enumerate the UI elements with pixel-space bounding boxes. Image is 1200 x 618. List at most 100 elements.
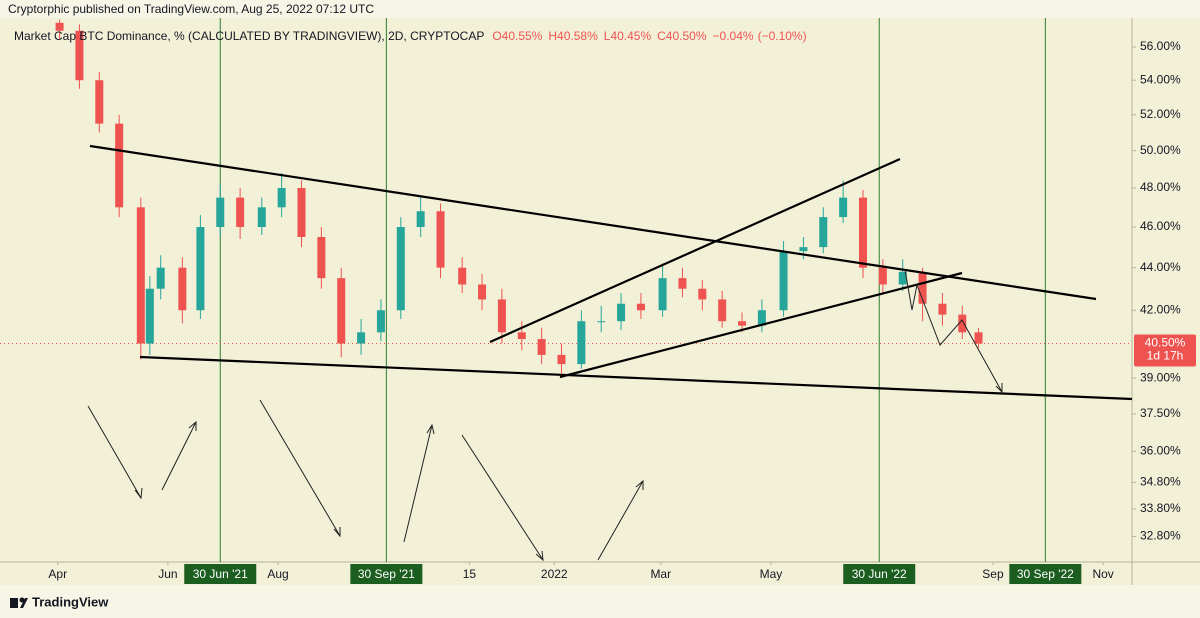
arrow — [597, 479, 644, 561]
y-tick-label: 39.00% — [1140, 370, 1181, 384]
y-tick-label: 56.00% — [1140, 39, 1181, 53]
y-tick-label: 44.00% — [1140, 260, 1181, 274]
arrow-head — [995, 383, 1003, 394]
candle-body — [517, 332, 526, 340]
candle-body — [577, 321, 586, 365]
candle-body — [95, 80, 104, 124]
arrow — [259, 399, 341, 538]
candle-body — [317, 236, 326, 279]
candle-body — [799, 247, 808, 252]
arrow — [461, 434, 544, 562]
candle-body — [938, 303, 947, 315]
candle-body — [779, 251, 788, 311]
candle-body — [497, 299, 506, 333]
trendline — [489, 157, 901, 344]
marker-label: 30 Sep '21 — [358, 567, 415, 581]
legend-value: C40.50% — [657, 29, 707, 43]
x-tick-label: Aug — [267, 567, 288, 581]
legend-title: Market Cap BTC Dominance, % (CALCULATED … — [14, 29, 484, 43]
header-text: Cryptorphic published on TradingView.com… — [8, 2, 374, 16]
trendline — [139, 355, 1133, 401]
marker-label: 30 Sep '22 — [1017, 567, 1074, 581]
candle-body — [277, 188, 286, 208]
candle-body — [136, 207, 145, 344]
candle-body — [115, 123, 124, 208]
candle-body — [337, 278, 346, 344]
x-tick-label: Sep — [982, 567, 1004, 581]
candle-body — [698, 288, 707, 300]
candle-body — [396, 226, 405, 311]
y-tick-label: 34.80% — [1140, 475, 1181, 489]
y-tick-label: 46.00% — [1140, 219, 1181, 233]
marker-box — [184, 564, 257, 584]
x-tick-label: 15 — [463, 567, 477, 581]
candle-body — [918, 271, 927, 304]
trendline — [559, 271, 963, 379]
trendline — [89, 144, 1097, 301]
candle-body — [145, 288, 154, 344]
candles — [55, 19, 983, 374]
candle-body — [537, 339, 546, 355]
candle-body — [376, 310, 385, 333]
candle-body — [357, 332, 366, 344]
marker-label: 30 Jun '22 — [852, 567, 907, 581]
axes: 56.00% 54.00% 52.00% 50.00% 48.00% 46.00% 44.0… — [48, 39, 1196, 584]
candle-body — [678, 278, 687, 289]
x-tick-label: Nov — [1092, 567, 1113, 581]
x-tick-label: May — [760, 567, 783, 581]
candle-body — [196, 226, 205, 311]
legend-value: H40.58% — [548, 29, 598, 43]
x-tick-label: 2022 — [541, 567, 568, 581]
candle-body — [718, 299, 727, 322]
legend-value: −0.04% — [713, 29, 754, 43]
marker-box — [843, 564, 916, 584]
candle-body — [156, 267, 165, 289]
arrow — [403, 423, 435, 543]
candle-body — [55, 22, 64, 31]
y-tick-label: 52.00% — [1140, 107, 1181, 121]
candle-body — [458, 267, 467, 285]
footer-bar — [0, 585, 1200, 618]
candle-body — [478, 284, 487, 300]
candle-body — [636, 303, 645, 311]
footer-text: TradingView — [32, 594, 109, 609]
candle-body — [178, 267, 187, 311]
candle-body — [257, 207, 266, 227]
countdown: 1d 17h — [1147, 349, 1184, 363]
projection-path — [904, 269, 1003, 393]
y-tick-label: 32.80% — [1140, 529, 1181, 543]
legend-value: L40.45% — [604, 29, 652, 43]
grid — [0, 18, 1132, 562]
candle-body — [436, 211, 445, 268]
drawings — [87, 144, 1133, 562]
last-price-box — [1134, 334, 1196, 367]
candle-body — [898, 271, 907, 285]
plot-area — [0, 18, 1132, 562]
candle-body — [878, 267, 887, 285]
marker-box — [350, 564, 423, 584]
logo — [10, 597, 28, 608]
header-bar — [0, 0, 1200, 18]
marker-label: 30 Jun '21 — [193, 567, 248, 581]
candle-body — [297, 188, 306, 237]
x-tick-label: Jun — [158, 567, 177, 581]
y-tick-label: 48.00% — [1140, 180, 1181, 194]
candle-body — [75, 30, 84, 81]
y-tick-label: 54.00% — [1140, 72, 1181, 86]
legend-value: (−0.10%) — [758, 29, 807, 43]
legend-value: O40.55% — [492, 29, 542, 43]
candle-body — [839, 197, 848, 218]
candle-body — [557, 354, 566, 365]
candle-body — [658, 278, 667, 311]
arrow — [87, 405, 143, 500]
candle-body — [858, 197, 867, 268]
marker-box — [1009, 564, 1082, 584]
candle-body — [236, 197, 245, 227]
candle-body — [958, 314, 967, 333]
y-tick-label: 33.80% — [1140, 501, 1181, 515]
y-tick-label: 37.50% — [1140, 406, 1181, 420]
y-tick-label: 36.00% — [1140, 444, 1181, 458]
candle-body — [617, 303, 626, 322]
